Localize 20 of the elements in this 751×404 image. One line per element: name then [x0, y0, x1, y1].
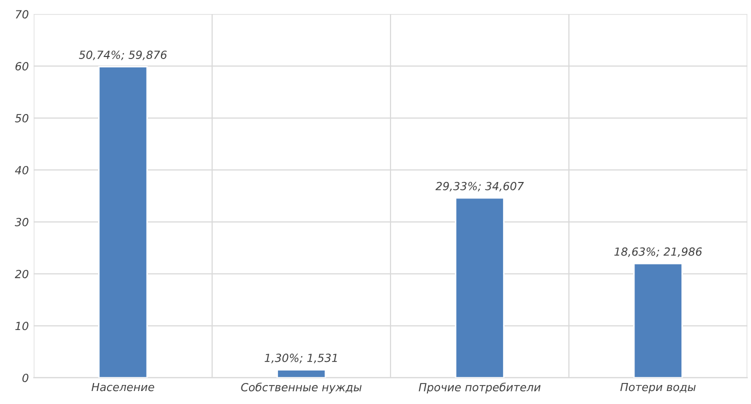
- y-tick-label: 50: [15, 114, 28, 122]
- bar: [98, 66, 148, 378]
- data-label: 29,33%; 34,607: [435, 182, 524, 192]
- x-tick-label: Прочие потребители: [418, 382, 541, 394]
- y-tick-label: 30: [14, 218, 28, 226]
- data-label: 1,30%; 1,531: [264, 354, 337, 364]
- bar: [633, 262, 683, 378]
- data-label: 50,74%; 59,876: [78, 50, 167, 60]
- x-tick-label: Собственные нужды: [241, 382, 362, 394]
- y-tick-label: 20: [14, 270, 28, 278]
- y-tick-label: 0: [22, 374, 28, 382]
- y-tick-label: 60: [15, 62, 28, 70]
- y-tick-label: 40: [14, 166, 28, 174]
- data-label: 18,63%; 21,986: [614, 247, 702, 257]
- x-tick-label: Население: [92, 382, 154, 392]
- y-tick-label: 10: [15, 322, 28, 330]
- x-tick-label: Потери воды: [620, 382, 696, 394]
- y-tick-label: 70: [16, 10, 28, 19]
- bar: [454, 197, 504, 378]
- bar: [276, 369, 326, 378]
